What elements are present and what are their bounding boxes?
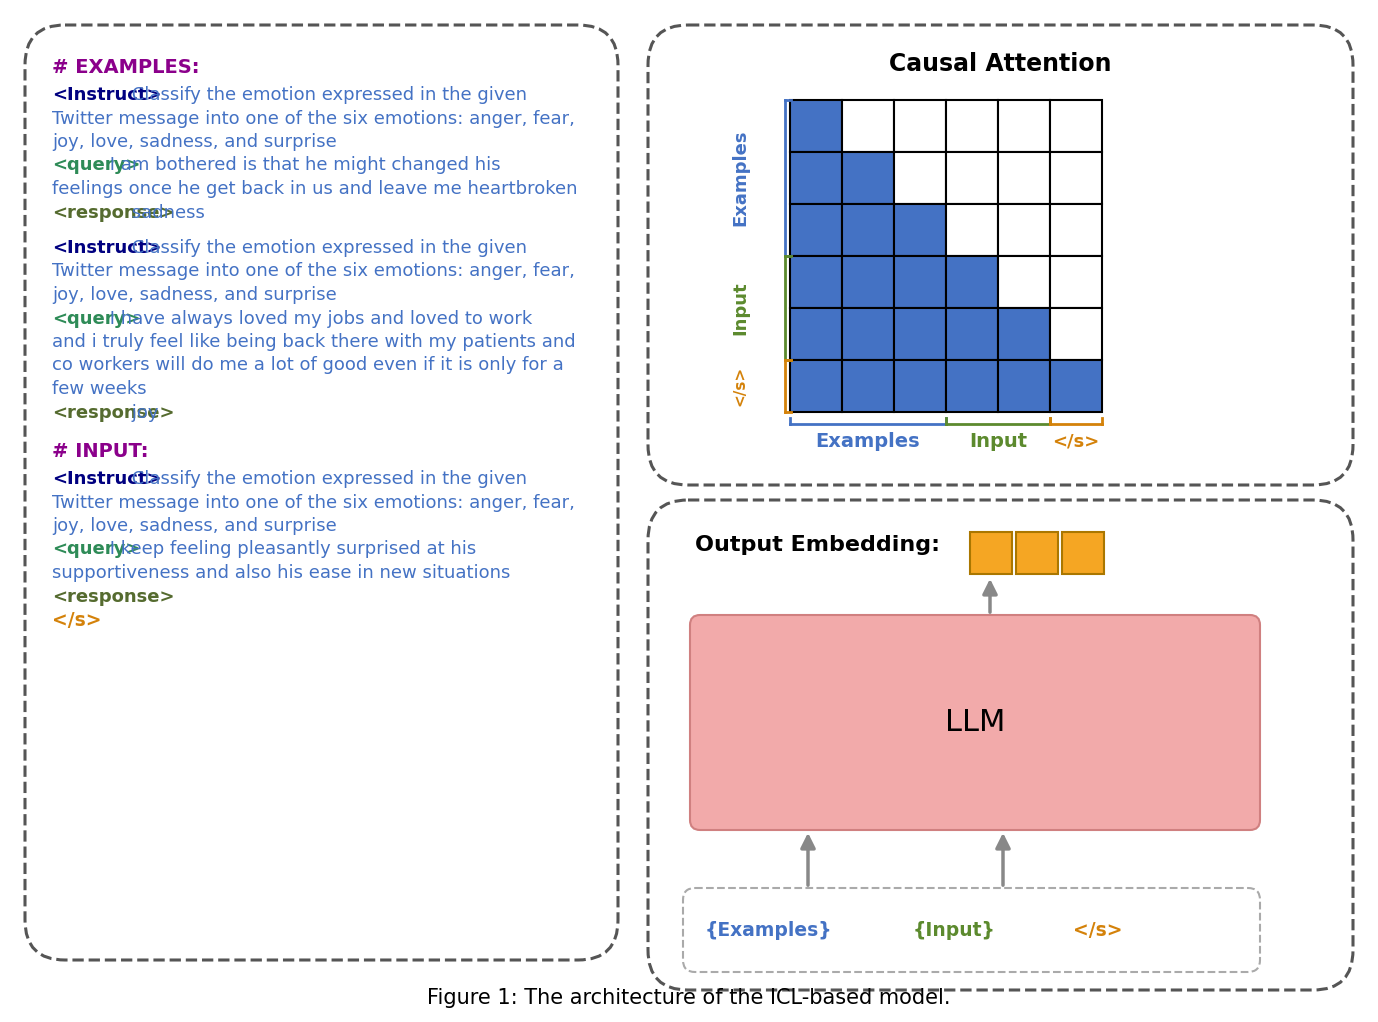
Text: joy, love, sadness, and surprise: joy, love, sadness, and surprise [52, 517, 336, 535]
Text: Input: Input [730, 281, 750, 335]
Text: <query>: <query> [52, 541, 141, 558]
FancyBboxPatch shape [648, 500, 1353, 990]
Bar [998, 308, 1050, 360]
Text: <response>: <response> [52, 203, 175, 222]
Bar [970, 532, 1011, 574]
Text: Classify the emotion expressed in the given: Classify the emotion expressed in the gi… [127, 239, 528, 257]
Text: I am bothered is that he might changed his: I am bothered is that he might changed h… [105, 156, 500, 175]
Text: joy, love, sadness, and surprise: joy, love, sadness, and surprise [52, 133, 336, 151]
Bar [790, 152, 842, 204]
Text: <query>: <query> [52, 310, 141, 327]
Bar [1050, 100, 1102, 152]
Text: <Instruct>: <Instruct> [52, 470, 161, 487]
FancyBboxPatch shape [690, 615, 1259, 830]
Bar [842, 360, 894, 412]
Text: </s>: </s> [52, 611, 102, 630]
Bar [947, 152, 998, 204]
Bar [1062, 532, 1104, 574]
Text: I have always loved my jobs and loved to work: I have always loved my jobs and loved to… [105, 310, 532, 327]
Text: LLM: LLM [945, 708, 1005, 737]
Bar [894, 360, 947, 412]
Text: and i truly feel like being back there with my patients and: and i truly feel like being back there w… [52, 333, 576, 351]
Bar [790, 204, 842, 256]
Bar [947, 256, 998, 308]
Text: </s>: </s> [1053, 432, 1100, 450]
Text: Examples: Examples [816, 432, 921, 451]
Bar [947, 100, 998, 152]
Bar [842, 100, 894, 152]
Text: {Input}: {Input} [914, 921, 996, 939]
FancyBboxPatch shape [683, 888, 1259, 972]
Bar [1050, 152, 1102, 204]
FancyBboxPatch shape [648, 25, 1353, 485]
Bar [947, 204, 998, 256]
Bar [894, 256, 947, 308]
Text: Examples: Examples [730, 130, 750, 226]
Bar [998, 256, 1050, 308]
Text: co workers will do me a lot of good even if it is only for a: co workers will do me a lot of good even… [52, 357, 564, 374]
Text: Classify the emotion expressed in the given: Classify the emotion expressed in the gi… [127, 86, 528, 104]
Text: Twitter message into one of the six emotions: anger, fear,: Twitter message into one of the six emot… [52, 263, 575, 280]
Text: few weeks: few weeks [52, 380, 146, 398]
Bar [790, 360, 842, 412]
Text: <Instruct>: <Instruct> [52, 86, 161, 104]
Text: joy: joy [127, 404, 158, 421]
Bar [998, 204, 1050, 256]
Bar [894, 152, 947, 204]
Bar [790, 308, 842, 360]
FancyBboxPatch shape [25, 25, 617, 960]
Text: Classify the emotion expressed in the given: Classify the emotion expressed in the gi… [127, 470, 528, 487]
Text: # EXAMPLES:: # EXAMPLES: [52, 58, 200, 77]
Text: </s>: </s> [733, 366, 747, 406]
Text: supportiveness and also his ease in new situations: supportiveness and also his ease in new … [52, 564, 510, 582]
Bar [894, 100, 947, 152]
Bar [894, 204, 947, 256]
Text: # INPUT:: # INPUT: [52, 442, 149, 461]
Text: Twitter message into one of the six emotions: anger, fear,: Twitter message into one of the six emot… [52, 494, 575, 511]
Bar [947, 308, 998, 360]
Text: <Instruct>: <Instruct> [52, 239, 161, 257]
Bar [1050, 308, 1102, 360]
Bar [1050, 360, 1102, 412]
Text: Figure 1: The architecture of the ICL-based model.: Figure 1: The architecture of the ICL-ba… [427, 988, 951, 1008]
Text: {Examples}: {Examples} [706, 921, 832, 939]
Text: </s>: </s> [1073, 921, 1123, 939]
Text: Causal Attention: Causal Attention [889, 52, 1111, 76]
Text: <response>: <response> [52, 404, 175, 421]
Text: feelings once he get back in us and leave me heartbroken: feelings once he get back in us and leav… [52, 180, 577, 198]
Bar [998, 100, 1050, 152]
Bar [790, 256, 842, 308]
Bar [842, 204, 894, 256]
Text: sadness: sadness [127, 203, 205, 222]
Text: Input: Input [969, 432, 1027, 451]
Text: joy, love, sadness, and surprise: joy, love, sadness, and surprise [52, 286, 336, 304]
Text: I keep feeling pleasantly surprised at his: I keep feeling pleasantly surprised at h… [105, 541, 477, 558]
Text: Output Embedding:: Output Embedding: [695, 535, 940, 555]
Bar [1050, 204, 1102, 256]
Bar [894, 308, 947, 360]
Bar [998, 360, 1050, 412]
Bar [1050, 256, 1102, 308]
Bar [947, 360, 998, 412]
Bar [1016, 532, 1058, 574]
Bar [842, 256, 894, 308]
Text: Twitter message into one of the six emotions: anger, fear,: Twitter message into one of the six emot… [52, 109, 575, 128]
Bar [842, 152, 894, 204]
Bar [998, 152, 1050, 204]
Text: <response>: <response> [52, 588, 175, 605]
Bar [790, 100, 842, 152]
Text: <query>: <query> [52, 156, 141, 175]
Bar [842, 308, 894, 360]
